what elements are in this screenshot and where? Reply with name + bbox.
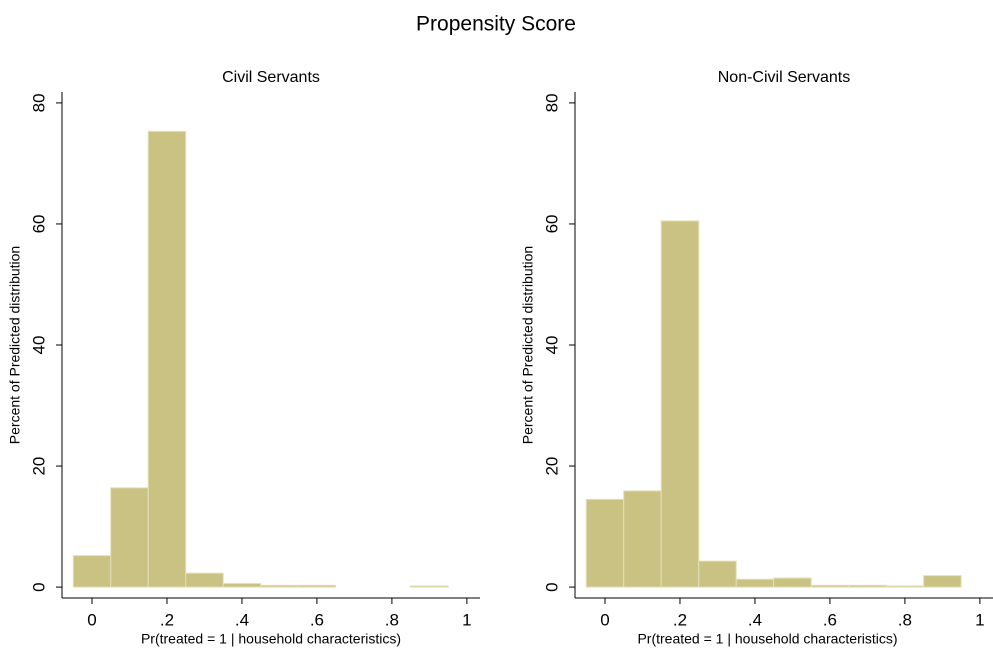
x-axis-label: Pr(treated = 1 | household characteristi…: [637, 631, 897, 647]
x-tick-label: 0: [87, 610, 96, 629]
x-tick-label: .4: [235, 610, 249, 629]
bar: [222, 582, 262, 588]
y-tick-label: 80: [542, 93, 561, 112]
x-axis-label: Pr(treated = 1 | household characteristi…: [141, 631, 401, 647]
bar: [110, 487, 149, 588]
x-tick-label: .2: [673, 610, 687, 629]
panel-title: Civil Servants: [222, 69, 320, 86]
y-axis-label: Percent of Predicted distribution: [520, 246, 536, 444]
x-tick-label: .8: [898, 610, 912, 629]
bar: [410, 585, 449, 588]
x-tick-label: .2: [160, 610, 174, 629]
bar: [885, 585, 925, 588]
bar: [147, 130, 187, 588]
y-tick-label: 60: [29, 214, 48, 233]
y-tick-label: 20: [542, 457, 561, 476]
y-tick-label: 0: [542, 582, 561, 591]
y-tick-label: 60: [542, 214, 561, 233]
x-tick-label: 0: [600, 610, 609, 629]
y-axis-label: Percent of Predicted distribution: [7, 246, 23, 444]
bar: [72, 555, 112, 588]
bar: [848, 584, 887, 588]
y-tick-label: 0: [29, 582, 48, 591]
bar: [660, 220, 700, 588]
bar: [698, 560, 737, 588]
x-tick-label: .4: [748, 610, 762, 629]
y-tick-label: 40: [542, 336, 561, 355]
x-tick-label: 1: [975, 610, 984, 629]
bar: [923, 575, 962, 588]
x-tick-label: .8: [385, 610, 399, 629]
figure-title: Propensity Score: [416, 13, 576, 36]
y-tick-label: 80: [29, 93, 48, 112]
bar: [810, 584, 850, 588]
bar: [185, 572, 224, 588]
x-tick-label: .6: [310, 610, 324, 629]
bar: [735, 578, 775, 588]
x-tick-label: 1: [462, 610, 471, 629]
bar: [260, 584, 299, 588]
bar: [585, 498, 625, 588]
y-tick-label: 40: [29, 336, 48, 355]
bar: [297, 584, 337, 588]
y-tick-label: 20: [29, 457, 48, 476]
x-tick-label: .6: [823, 610, 837, 629]
panel-title: Non-Civil Servants: [718, 69, 850, 86]
bar: [773, 577, 812, 588]
bar: [623, 490, 662, 588]
